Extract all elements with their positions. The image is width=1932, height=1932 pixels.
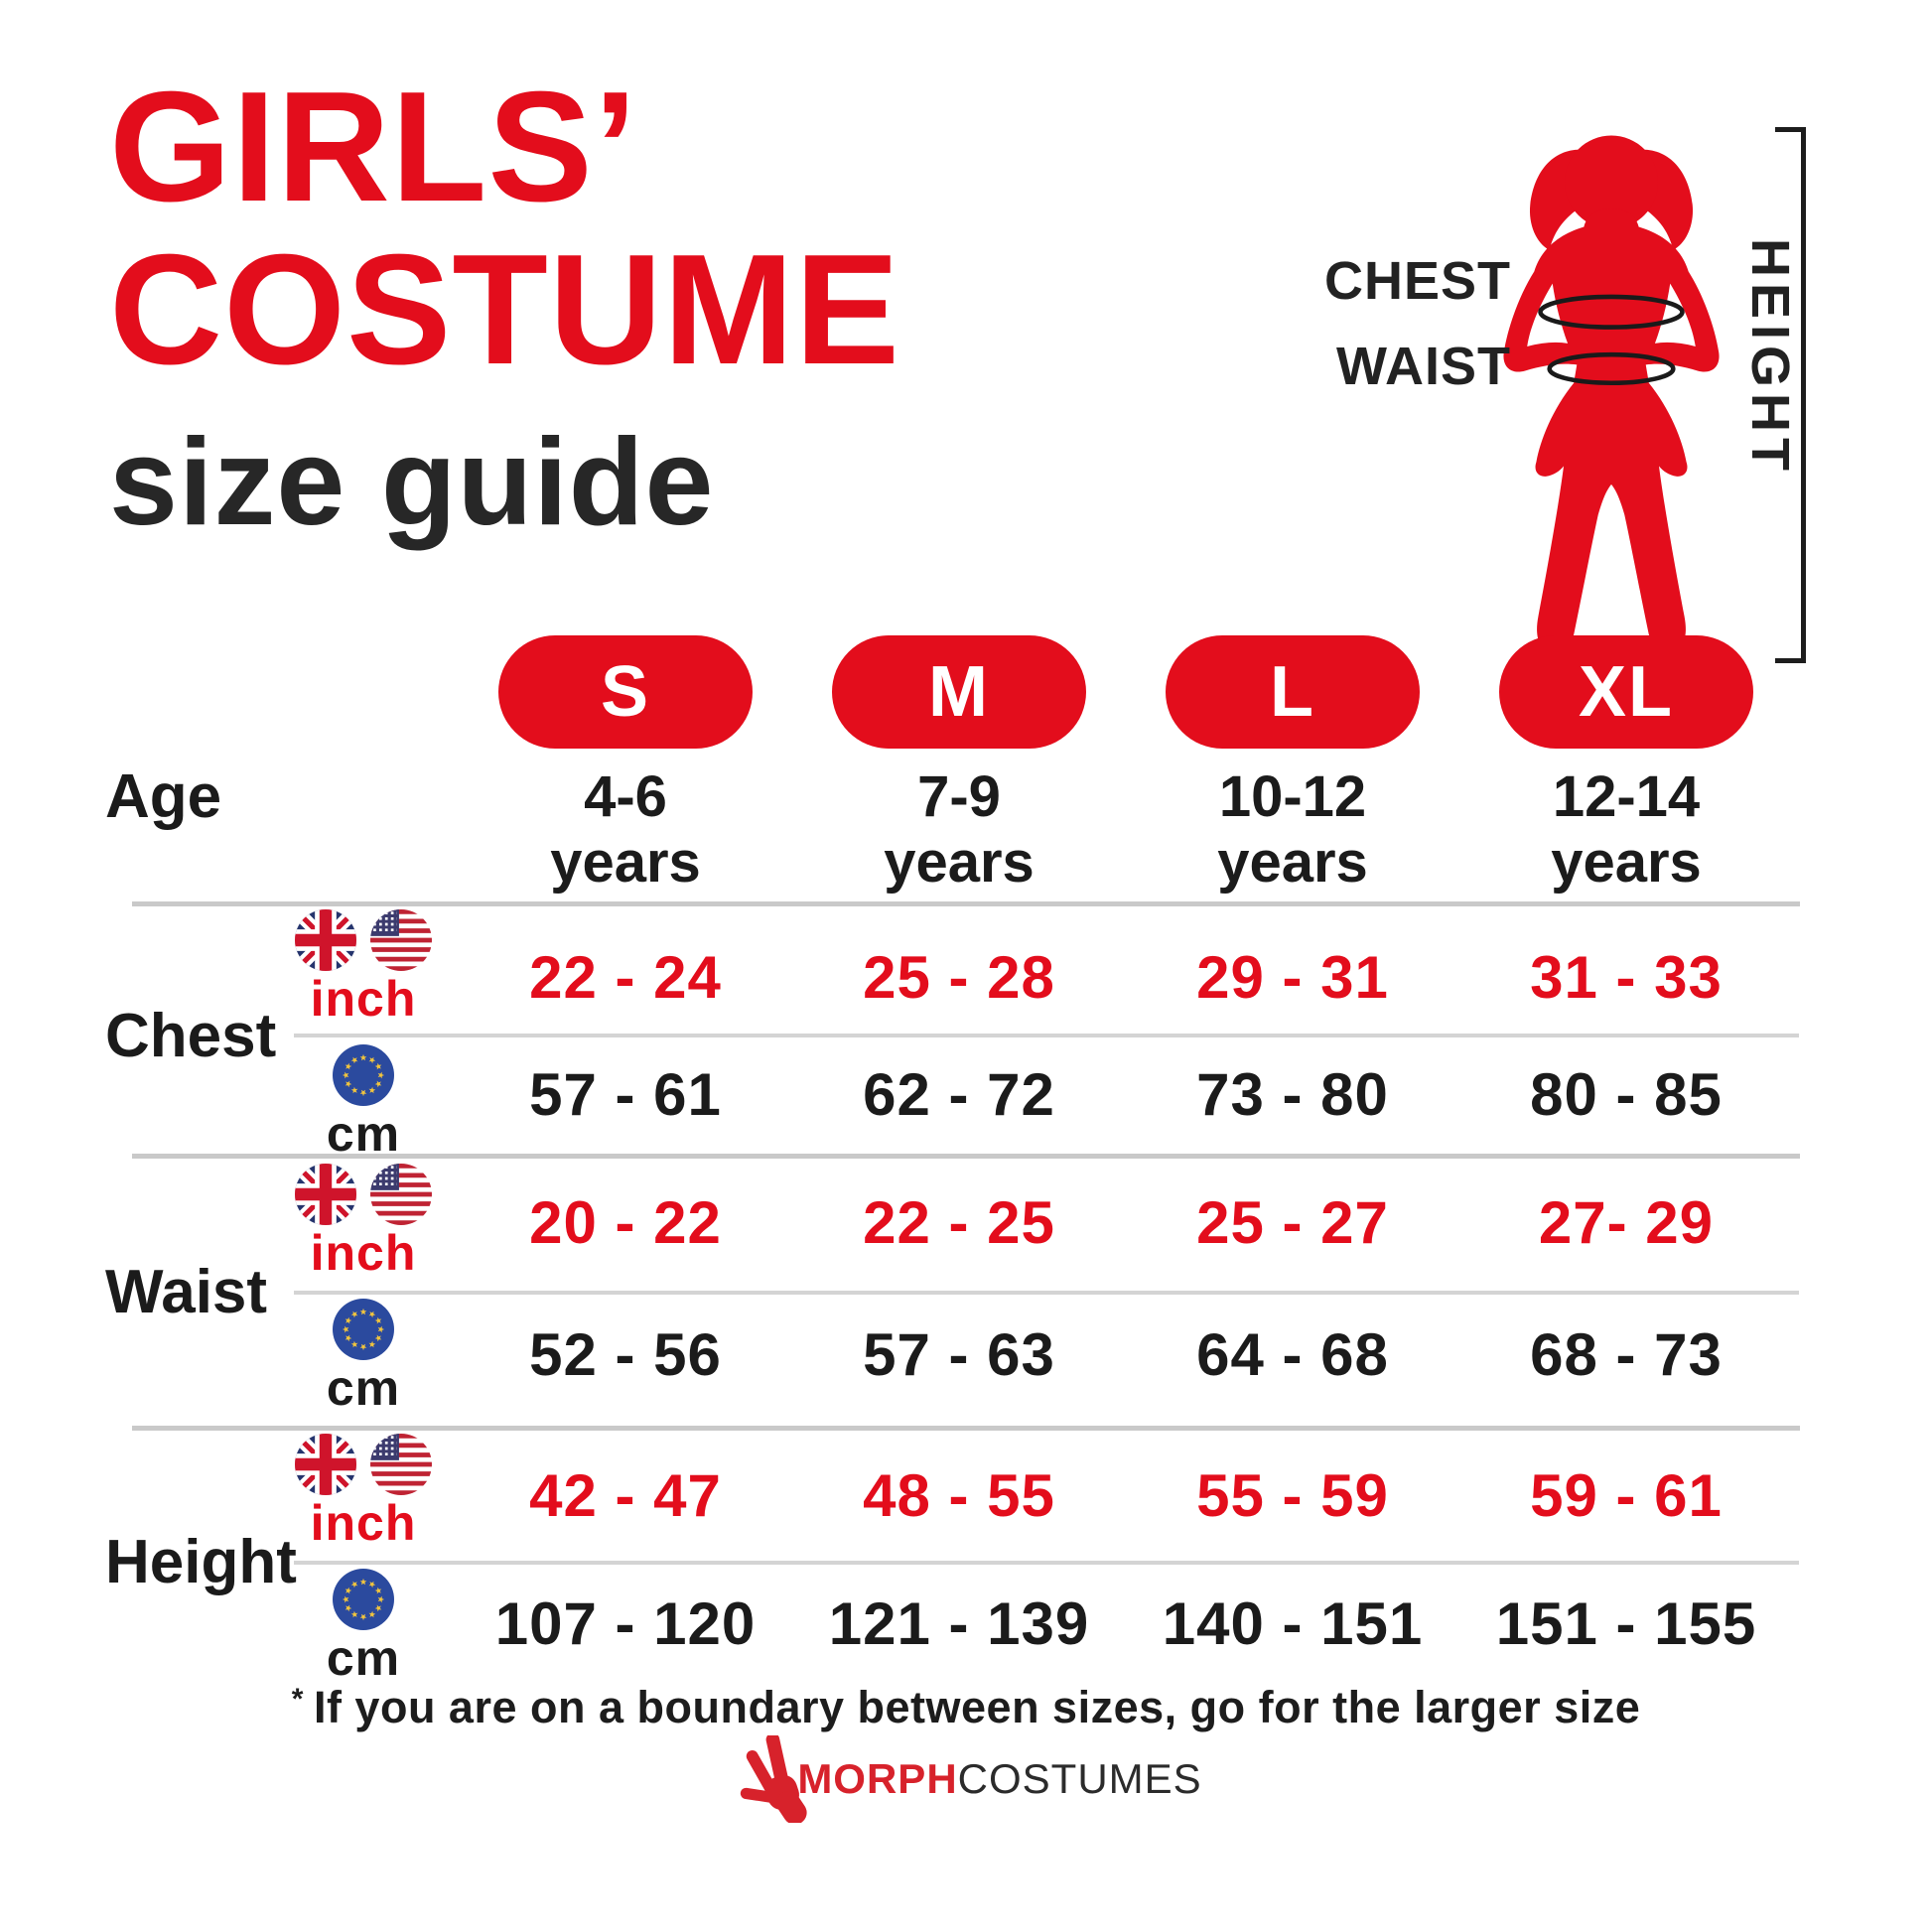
value-chest-inch-s: 22 - 24 (529, 944, 722, 1011)
age-unit: years (1217, 830, 1368, 895)
uk-flag-icon (295, 909, 356, 971)
value-height-inch-m: 48 - 55 (863, 1462, 1055, 1529)
footnote-asterisk: * (291, 1683, 304, 1716)
age-range: 7-9 (917, 764, 1001, 829)
height-bracket-tick-bottom (1775, 658, 1806, 663)
brand-logo: MORPH COSTUMES (730, 1735, 1201, 1823)
value-waist-cm-xl: 68 - 73 (1530, 1321, 1723, 1388)
footnote-text: If you are on a boundary between sizes, … (313, 1682, 1641, 1732)
unit-cell-chest-inch: inch (286, 909, 441, 1025)
page-title-line2: COSTUME (109, 222, 900, 398)
age-value-m: 7-9 years (780, 764, 1138, 896)
measure-rings (1538, 294, 1685, 386)
flags-row (295, 909, 432, 971)
value-height-cm-m: 121 - 139 (828, 1590, 1090, 1657)
eu-flag-icon (333, 1299, 394, 1360)
brand-name-light: COSTUMES (957, 1755, 1202, 1802)
divider (132, 1426, 1800, 1431)
size-pill-label: M (928, 652, 990, 732)
value-height-inch-s: 42 - 47 (529, 1462, 722, 1529)
uk-flag-icon (295, 1434, 356, 1495)
unit-label-inch: inch (310, 971, 417, 1027)
unit-label-inch: inch (310, 1495, 417, 1551)
age-value-l: 10-12 years (1114, 764, 1471, 896)
row-label-waist: Waist (105, 1258, 268, 1326)
unit-cell-chest-cm: cm (286, 1044, 441, 1160)
value-chest-inch-l: 29 - 31 (1196, 944, 1389, 1011)
value-waist-inch-l: 25 - 27 (1196, 1189, 1389, 1256)
row-label-height: Height (105, 1528, 297, 1596)
unit-label-cm: cm (326, 1106, 401, 1162)
unit-cell-waist-cm: cm (286, 1299, 441, 1414)
size-pill-label: XL (1578, 652, 1674, 732)
footnote: * If you are on a boundary between sizes,… (0, 1682, 1932, 1733)
us-flag-icon (370, 909, 432, 971)
value-height-inch-l: 55 - 59 (1196, 1462, 1389, 1529)
divider (294, 1561, 1799, 1565)
age-value-s: 4-6 years (447, 764, 804, 896)
value-waist-cm-m: 57 - 63 (863, 1321, 1055, 1388)
age-range: 12-14 (1552, 764, 1701, 829)
brand-name-bold: MORPH (797, 1755, 958, 1802)
flags-row (295, 1434, 432, 1495)
unit-cell-waist-inch: inch (286, 1164, 441, 1279)
value-chest-inch-xl: 31 - 33 (1530, 944, 1723, 1011)
height-callout: HEIGHT (1740, 238, 1800, 478)
divider (294, 1034, 1799, 1037)
value-chest-cm-xl: 80 - 85 (1530, 1061, 1723, 1128)
page-subtitle: size guide (109, 413, 715, 551)
unit-label-cm: cm (326, 1360, 401, 1416)
size-pill-l: L (1166, 635, 1420, 749)
value-waist-cm-s: 52 - 56 (529, 1321, 722, 1388)
unit-label-cm: cm (326, 1630, 401, 1686)
size-pill-xl: XL (1499, 635, 1753, 749)
girl-silhouette-icon (1503, 135, 1720, 652)
divider (294, 1291, 1799, 1295)
value-waist-inch-s: 20 - 22 (529, 1189, 722, 1256)
unit-label-inch: inch (310, 1225, 417, 1281)
value-chest-cm-l: 73 - 80 (1196, 1061, 1389, 1128)
size-pill-s: S (498, 635, 753, 749)
divider (132, 901, 1800, 906)
height-bracket (1801, 127, 1806, 663)
value-height-cm-s: 107 - 120 (494, 1590, 757, 1657)
size-pill-label: S (600, 652, 651, 732)
value-waist-inch-xl: 27- 29 (1538, 1189, 1715, 1256)
value-chest-cm-m: 62 - 72 (863, 1061, 1055, 1128)
height-bracket-tick-top (1775, 127, 1806, 132)
flags-row (295, 1164, 432, 1225)
chest-callout: CHEST (1323, 251, 1511, 311)
value-height-cm-l: 140 - 151 (1162, 1590, 1424, 1657)
us-flag-icon (370, 1434, 432, 1495)
uk-flag-icon (295, 1164, 356, 1225)
age-range: 4-6 (584, 764, 667, 829)
value-height-cm-xl: 151 - 155 (1495, 1590, 1757, 1657)
age-unit: years (884, 830, 1035, 895)
value-height-inch-xl: 59 - 61 (1530, 1462, 1723, 1529)
size-pill-label: L (1270, 652, 1315, 732)
eu-flag-icon (333, 1569, 394, 1630)
waist-callout: WAIST (1336, 337, 1511, 396)
morph-hand-icon (740, 1735, 807, 1823)
us-flag-icon (370, 1164, 432, 1225)
value-waist-inch-m: 22 - 25 (863, 1189, 1055, 1256)
unit-cell-height-cm: cm (286, 1569, 441, 1684)
page-title-line1: GIRLS’ (109, 60, 638, 234)
age-range: 10-12 (1218, 764, 1367, 829)
value-waist-cm-l: 64 - 68 (1196, 1321, 1389, 1388)
value-chest-cm-s: 57 - 61 (529, 1061, 722, 1128)
eu-flag-icon (333, 1044, 394, 1106)
row-label-chest: Chest (105, 1002, 277, 1070)
age-unit: years (1551, 830, 1702, 895)
row-label-age: Age (105, 762, 222, 831)
size-pill-m: M (832, 635, 1086, 749)
title-block: GIRLS’ COSTUME size guide (109, 66, 900, 553)
unit-cell-height-inch: inch (286, 1434, 441, 1549)
value-chest-inch-m: 25 - 28 (863, 944, 1055, 1011)
divider (132, 1154, 1800, 1159)
age-value-xl: 12-14 years (1448, 764, 1805, 896)
age-unit: years (550, 830, 701, 895)
